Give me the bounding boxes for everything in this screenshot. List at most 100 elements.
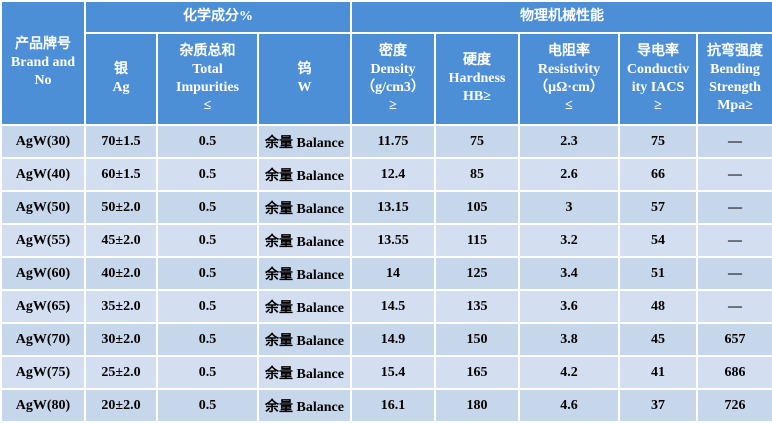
table-cell: 3.6 [518,289,620,324]
table-cell: 0.5 [156,289,259,324]
table-cell: 50±2.0 [84,190,158,225]
header-line: 抗弯强度 [707,44,764,59]
table-cell: — [695,124,772,159]
table-cell: 3 [518,190,620,225]
table-cell: 2.6 [518,157,620,192]
header-line: ≤ [203,98,212,113]
table-cell: 3.8 [518,322,620,357]
table-cell: 48 [618,289,698,324]
table-cell: 2.3 [518,124,620,159]
table-cell: 45 [618,322,698,357]
header-line: ≥ [389,98,397,113]
table-cell: 0.5 [156,256,259,291]
table-cell: 57 [618,190,698,225]
table-cell: 45±2.0 [84,223,158,258]
header-line: 产品牌号 [15,37,71,52]
table-cell: 51 [618,256,698,291]
header-line: 银 [114,62,128,77]
table-cell: 0.5 [156,223,259,258]
header-line: Brand and [10,55,76,70]
table-cell: 125 [434,256,520,291]
table-cell: 11.75 [350,124,436,159]
header-line: Hardness [448,71,506,86]
table-cell: 41 [618,355,698,390]
table-row: AgW(40) 60±1.5 0.5 余量 Balance 12.4 85 2.6 66— [0,157,772,192]
header-line: （μΩ·cm） [534,80,604,95]
table-cell: 54 [618,223,698,258]
table-cell: 60±1.5 [84,157,158,192]
table-body: AgW(30) 70±1.5 0.5 余量 Balance 11.75 75 2.3 75— A… [0,124,772,423]
table-cell: AgW(50) [0,190,86,225]
table-cell: 686 [695,355,772,390]
table-cell: 余量 Balance [257,223,352,258]
header-line: Strength [709,80,761,95]
table-cell: 3.2 [518,223,620,258]
table-cell: 165 [434,355,520,390]
table-cell: — [695,256,772,291]
header-line: 导电率 [637,44,679,59]
column-header: 抗弯强度 Bending Strength Mpa≥ [695,32,772,126]
table-cell: 105 [434,190,520,225]
table-cell: 余量 Balance [257,157,352,192]
table-cell: AgW(30) [0,124,86,159]
table-cell: 余量 Balance [257,322,352,357]
header-line: ≤ [565,98,573,113]
table-cell: 75 [434,124,520,159]
table-cell: 0.5 [156,157,259,192]
table-cell: 20±2.0 [84,388,158,423]
header-row: 产品牌号 Brand and No 化学成分% 物理机械性能 [0,0,772,126]
table-cell: 余量 Balance [257,256,352,291]
table-cell: 12.4 [350,157,436,192]
table-cell: 余量 Balance [257,124,352,159]
table-cell: 14.5 [350,289,436,324]
header-line: Resistivity [537,62,601,77]
brand-header: 产品牌号 Brand and No [0,0,86,126]
group-header: 物理机械性能 [349,0,772,34]
group-header: 化学成分% [84,0,352,34]
table-cell: 115 [434,223,520,258]
column-header: 电阻率 Resistivity （μΩ·cm） ≤ [518,32,620,126]
header-line: 杂质总和 [179,44,236,59]
table-cell: 4.2 [518,355,620,390]
table-cell: 657 [695,322,772,357]
table-cell: 3.4 [518,256,620,291]
table-cell: 75 [618,124,698,159]
table-cell: 余量 Balance [257,190,352,225]
table-cell: 15.4 [350,355,436,390]
table-row: AgW(55) 45±2.0 0.5 余量 Balance 13.55 115 3.2 54— [0,223,772,258]
header-row: 银 Ag 杂质总和 Total Impurities ≤ 钨 W 密度 Density （g/cm3… [1,32,772,126]
header-line: 电阻率 [548,44,590,59]
header-line: Density [370,62,416,77]
table-cell: AgW(70) [0,322,86,357]
table-cell: AgW(55) [0,223,86,258]
table-cell: — [695,157,772,192]
table-cell: 135 [434,289,520,324]
header-line: Bending [710,62,760,77]
table-cell: AgW(65) [0,289,86,324]
table-cell: 25±2.0 [84,355,158,390]
column-header: 杂质总和 Total Impurities ≤ [156,32,259,126]
table-cell: 余量 Balance [257,388,352,423]
column-header: 导电率 Conductiv ity IACS ≥ [618,32,698,126]
table-cell: 0.5 [156,355,259,390]
table-row: AgW(65) 35±2.0 0.5 余量 Balance 14.5 135 3.6 48— [0,289,772,324]
table-cell: 余量 Balance [257,289,352,324]
header-line: ≥ [654,98,662,113]
table-cell: 180 [434,388,520,423]
table-cell: 726 [695,388,772,423]
table-cell: 70±1.5 [84,124,158,159]
table-row: AgW(75) 25±2.0 0.5 余量 Balance 15.4 165 4.2 41 68… [0,355,772,390]
table-row: AgW(30) 70±1.5 0.5 余量 Balance 11.75 75 2.3 75— [0,124,772,159]
header-line: （g/cm3） [361,80,425,95]
header-line: 硬度 [463,53,491,68]
header-line: 密度 [379,44,407,59]
table-row: AgW(80) 20±2.0 0.5 余量 Balance 16.1 180 4.6 37 72… [0,388,772,423]
header-line: ity IACS [631,80,685,95]
header-line: Mpa≥ [717,98,753,113]
header-line: HB≥ [463,89,491,104]
table-cell: 0.5 [156,190,259,225]
table-cell: AgW(80) [0,388,86,423]
table-cell: 0.5 [156,124,259,159]
table-cell: 150 [434,322,520,357]
table-cell: 85 [434,157,520,192]
